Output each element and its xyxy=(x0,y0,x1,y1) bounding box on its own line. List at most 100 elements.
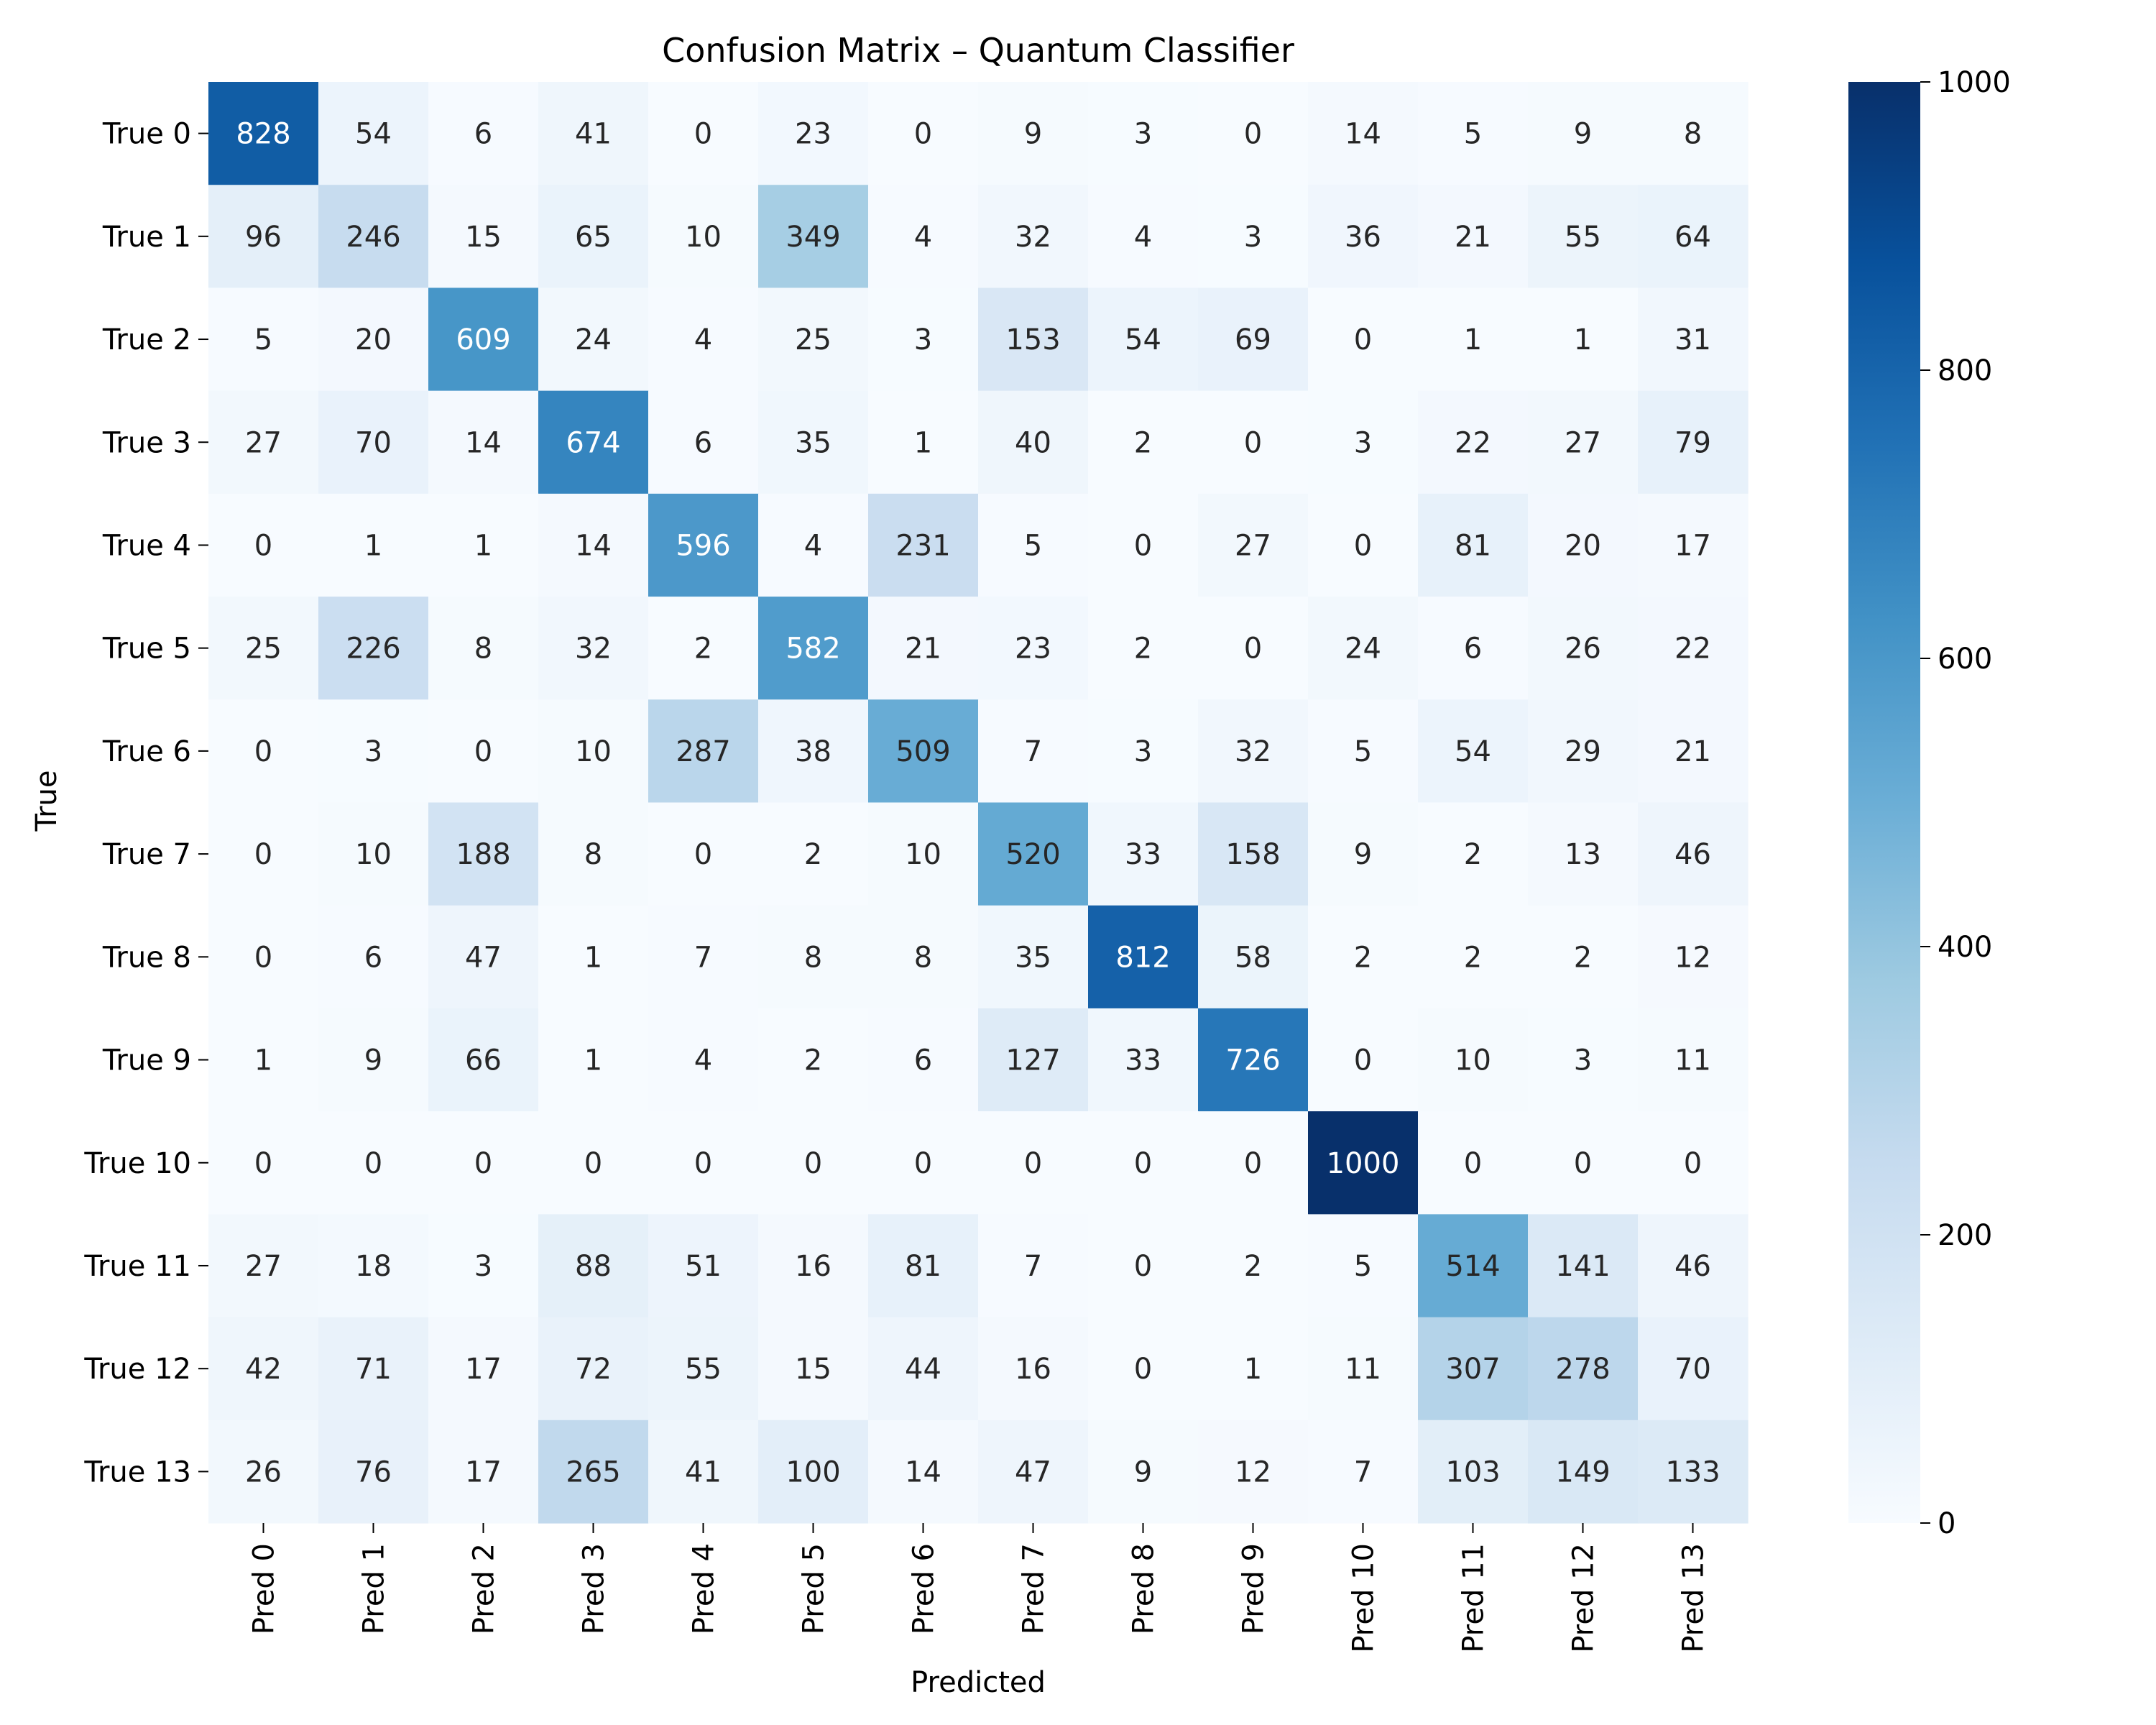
cell-value-label: 40 xyxy=(1015,426,1051,459)
cell-value-label: 7 xyxy=(1024,1250,1042,1283)
cell-value-label: 10 xyxy=(355,838,392,871)
heatmap-cell xyxy=(648,905,759,1009)
cell-value-label: 10 xyxy=(575,735,612,768)
heatmap-cell xyxy=(758,1111,869,1215)
heatmap-cell xyxy=(978,390,1089,494)
heatmap-cell xyxy=(978,493,1089,597)
heatmap-cell xyxy=(978,597,1089,700)
colorbar-tick-label: 1000 xyxy=(1938,66,2011,99)
cell-value-label: 31 xyxy=(1674,323,1711,356)
heatmap-cell xyxy=(1638,1008,1749,1112)
cell-value-label: 15 xyxy=(795,1353,831,1386)
cell-value-label: 5 xyxy=(254,323,272,356)
cell-value-label: 2 xyxy=(1244,1250,1262,1283)
cell-value-label: 8 xyxy=(1684,118,1702,151)
heatmap-cell xyxy=(208,1111,319,1215)
cell-value-label: 51 xyxy=(685,1250,722,1283)
heatmap-cell xyxy=(648,1111,759,1215)
cell-value-label: 96 xyxy=(245,221,282,254)
cell-value-label: 828 xyxy=(236,118,290,151)
heatmap-cell xyxy=(1418,82,1529,185)
cell-value-label: 23 xyxy=(1015,632,1051,666)
heatmap-cell xyxy=(1308,1214,1419,1318)
cell-value-label: 0 xyxy=(804,1147,822,1180)
cell-value-label: 1 xyxy=(1464,323,1482,356)
heatmap-cell xyxy=(868,493,979,597)
heatmap-cell xyxy=(1528,1111,1639,1215)
y-tick-label: True 12 xyxy=(83,1353,191,1386)
heatmap-cell xyxy=(1308,699,1419,804)
cell-value-label: 812 xyxy=(1115,941,1170,974)
heatmap-cell xyxy=(978,699,1089,804)
cell-value-label: 27 xyxy=(245,426,282,459)
heatmap-cell xyxy=(428,699,539,804)
heatmap-cell xyxy=(318,1420,429,1524)
heatmap-cell xyxy=(758,493,869,597)
heatmap-cell xyxy=(428,802,539,906)
cell-value-label: 47 xyxy=(1015,1455,1051,1489)
heatmap-cell xyxy=(868,1317,979,1421)
cell-value-label: 88 xyxy=(575,1250,612,1283)
heatmap-cell xyxy=(1088,185,1199,289)
cell-value-label: 70 xyxy=(1674,1353,1711,1386)
heatmap-cell xyxy=(1198,1008,1309,1112)
cell-value-label: 0 xyxy=(914,1147,932,1180)
heatmap-cell xyxy=(1308,185,1419,289)
cell-value-label: 16 xyxy=(1015,1353,1051,1386)
cell-value-label: 14 xyxy=(465,426,502,459)
cell-value-label: 24 xyxy=(1345,632,1381,666)
heatmap-cell xyxy=(648,82,759,185)
cell-value-label: 26 xyxy=(245,1455,282,1489)
x-tick-label: Pred 5 xyxy=(798,1543,831,1634)
cell-value-label: 36 xyxy=(1345,221,1381,254)
heatmap-cell xyxy=(318,1111,429,1215)
heatmap-cell xyxy=(428,288,539,392)
heatmap-cell xyxy=(1528,288,1639,392)
heatmap-cell xyxy=(1308,1111,1419,1215)
cell-value-label: 24 xyxy=(575,323,612,356)
cell-value-label: 3 xyxy=(1354,426,1372,459)
cell-value-label: 7 xyxy=(694,941,712,974)
heatmap-cell xyxy=(1418,699,1529,804)
cell-value-label: 6 xyxy=(474,118,492,151)
cell-value-label: 5 xyxy=(1464,118,1482,151)
cell-value-label: 17 xyxy=(1674,529,1711,562)
cell-value-label: 27 xyxy=(245,1250,282,1283)
heatmap-cell xyxy=(318,82,429,185)
cell-value-label: 2 xyxy=(804,1044,822,1077)
y-tick-label: True 9 xyxy=(102,1044,191,1077)
cell-value-label: 0 xyxy=(254,735,272,768)
heatmap-cell xyxy=(868,597,979,700)
chart-title: Confusion Matrix – Quantum Classifier xyxy=(662,31,1294,70)
heatmap-cell xyxy=(868,288,979,392)
cell-value-label: 520 xyxy=(1005,838,1060,871)
cell-value-label: 1 xyxy=(584,1044,602,1077)
heatmap-cell xyxy=(1528,1420,1639,1524)
heatmap-cell xyxy=(1638,1420,1749,1524)
colorbar-tick-label: 200 xyxy=(1938,1219,1992,1252)
cell-value-label: 509 xyxy=(895,735,950,768)
cell-value-label: 0 xyxy=(254,941,272,974)
heatmap-cell xyxy=(1528,1008,1639,1112)
cell-value-label: 44 xyxy=(905,1353,941,1386)
heatmap-cell xyxy=(1198,699,1309,804)
x-tick-label: Pred 12 xyxy=(1567,1543,1600,1653)
heatmap-cell xyxy=(1198,802,1309,906)
heatmap-cell xyxy=(1528,82,1639,185)
heatmap-cell xyxy=(1528,390,1639,494)
cell-value-label: 158 xyxy=(1225,838,1280,871)
heatmap-cell xyxy=(868,1111,979,1215)
cell-value-label: 5 xyxy=(1354,1250,1372,1283)
heatmap-cell xyxy=(1418,185,1529,289)
y-tick-label: True 2 xyxy=(102,323,191,356)
cell-value-label: 0 xyxy=(1244,118,1262,151)
heatmap-cell xyxy=(538,82,649,185)
cell-value-label: 41 xyxy=(685,1455,722,1489)
heatmap-cell xyxy=(318,905,429,1009)
heatmap-cell xyxy=(758,905,869,1009)
cell-value-label: 3 xyxy=(1244,221,1262,254)
heatmap-cell xyxy=(208,905,319,1009)
heatmap-cell xyxy=(1638,185,1749,289)
cell-value-label: 103 xyxy=(1445,1455,1500,1489)
